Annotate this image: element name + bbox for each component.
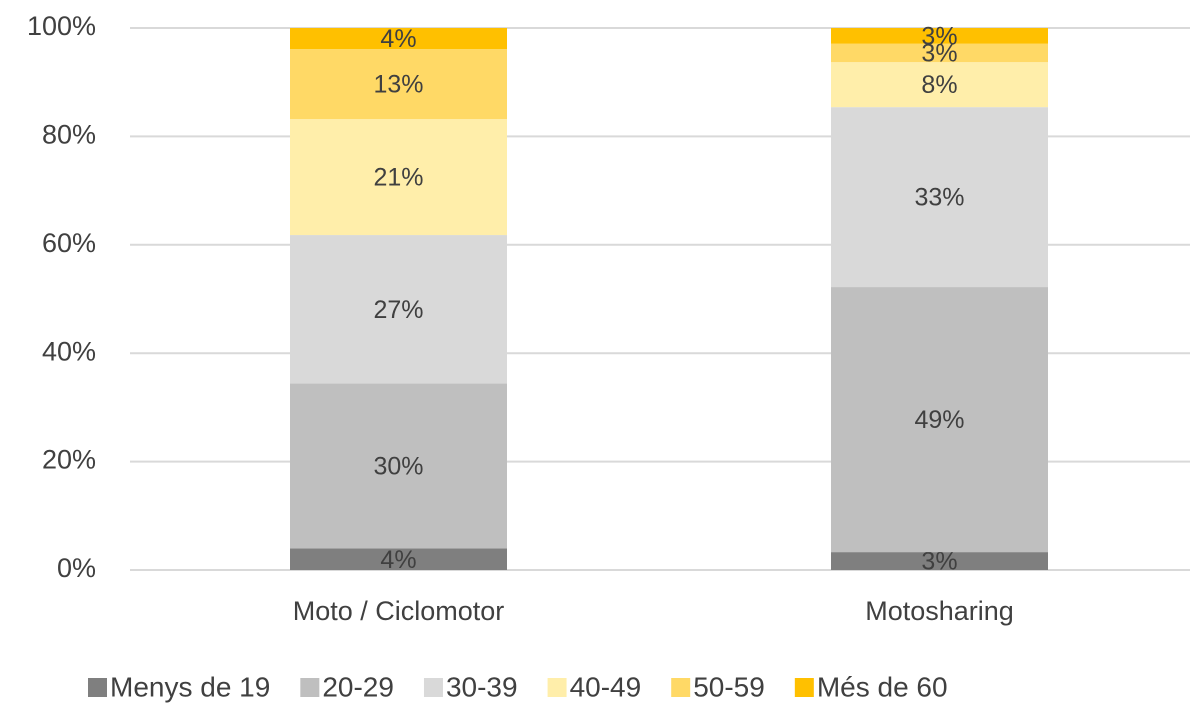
x-tick-label: Motosharing xyxy=(865,596,1014,626)
data-label: 13% xyxy=(373,71,423,99)
data-label: 30% xyxy=(373,453,423,481)
bar-segment xyxy=(831,62,1048,108)
bar-segment xyxy=(290,548,507,570)
legend-swatch xyxy=(300,678,320,697)
data-label: 21% xyxy=(373,164,423,192)
x-tick-label: Moto / Ciclomotor xyxy=(293,596,505,626)
legend-label: Més de 60 xyxy=(817,671,948,702)
data-label: 33% xyxy=(914,184,964,212)
y-tick-label: 40% xyxy=(42,336,96,366)
bar-segment xyxy=(831,107,1048,288)
legend-swatch xyxy=(423,678,443,697)
legend-swatch xyxy=(88,678,107,697)
y-tick-label: 100% xyxy=(27,11,96,41)
data-label: 3% xyxy=(921,548,957,576)
y-tick-label: 80% xyxy=(42,120,96,150)
data-label: 49% xyxy=(914,406,964,434)
bar-segment xyxy=(290,49,507,120)
legend-label: Menys de 19 xyxy=(110,671,270,702)
legend-swatch xyxy=(671,678,691,697)
bar-segment xyxy=(831,287,1048,553)
bar-segment xyxy=(290,383,507,549)
data-label: 27% xyxy=(373,296,423,324)
data-label: 8% xyxy=(921,71,957,99)
y-tick-label: 60% xyxy=(42,228,96,258)
data-label: 4% xyxy=(380,546,416,574)
y-tick-label: 20% xyxy=(42,445,96,475)
bar-segment xyxy=(290,235,507,384)
data-label: 4% xyxy=(380,25,416,53)
bar-segment xyxy=(290,28,507,50)
legend-label: 50-59 xyxy=(693,671,765,702)
legend-label: 40-49 xyxy=(570,671,642,702)
bar-segment xyxy=(290,119,507,236)
legend-swatch xyxy=(547,678,567,697)
legend-label: 30-39 xyxy=(446,671,518,702)
legend-label: 20-29 xyxy=(322,671,394,702)
bar-segment xyxy=(831,552,1048,570)
legend-swatch xyxy=(794,678,814,697)
data-label: 3% xyxy=(921,22,957,50)
bar-segment xyxy=(831,43,1048,63)
bar-segment xyxy=(831,28,1048,44)
data-label: 3% xyxy=(921,40,957,68)
y-tick-label: 0% xyxy=(57,553,96,583)
